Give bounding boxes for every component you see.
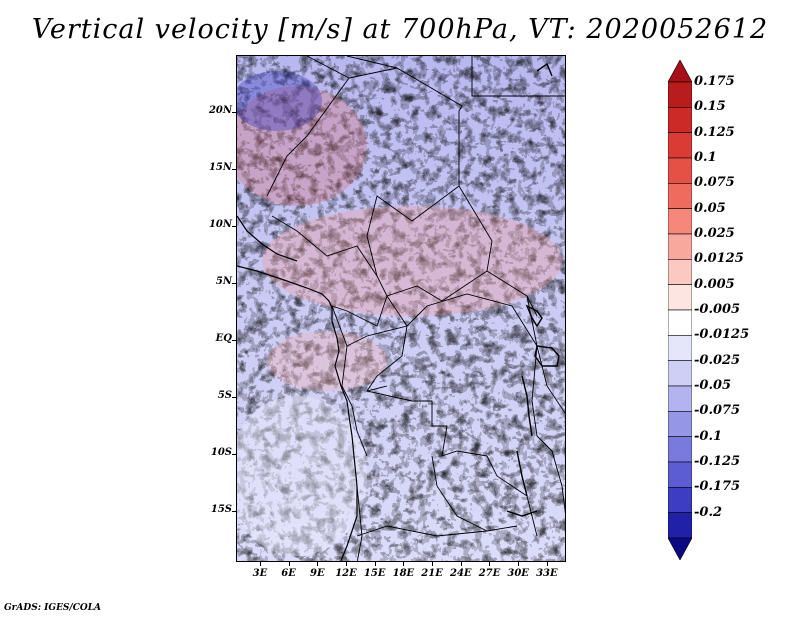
lat-tick-mark (232, 111, 236, 113)
lat-tick-mark (232, 282, 236, 284)
lon-tick-mark (288, 562, 290, 566)
colorbar-swatch (668, 233, 692, 260)
lon-tick-mark (546, 562, 548, 566)
lat-tick-label: 5N (215, 275, 232, 287)
colorbar-swatch (668, 537, 692, 560)
lon-tick-mark (432, 562, 434, 566)
lon-tick-label: 9E (310, 568, 325, 579)
lon-tick-mark (403, 562, 405, 566)
colorbar-label: -0.025 (694, 352, 741, 368)
colorbar-swatch (668, 157, 692, 184)
lon-tick-label: 12E (335, 568, 357, 579)
lon-tick-mark (518, 562, 520, 566)
lon-tick-label: 24E (450, 568, 472, 579)
colorbar-label: -0.2 (694, 504, 723, 520)
colorbar-label: -0.175 (694, 479, 741, 495)
lon-tick-label: 27E (478, 568, 501, 579)
colorbar-swatch (668, 487, 692, 513)
colorbar-swatch (668, 436, 692, 463)
colorbar-label: -0.1 (694, 428, 723, 444)
colorbar-label: 0.075 (694, 175, 735, 191)
colorbar-label: -0.0125 (694, 327, 750, 343)
colorbar-swatch (668, 107, 692, 133)
colorbar-label: 0.125 (694, 124, 735, 140)
lat-tick-mark (232, 225, 236, 227)
lon-tick-mark (317, 562, 319, 566)
lon-tick-label: 21E (421, 568, 443, 579)
colorbar-swatch (668, 259, 692, 285)
colorbar-swatch (668, 512, 692, 539)
map-panel[interactable] (236, 55, 566, 562)
colorbar-label: 0.0125 (694, 251, 744, 267)
colorbar-label: 0.025 (694, 226, 735, 241)
lat-tick-mark (232, 453, 236, 455)
lat-tick-mark (232, 396, 236, 398)
colorbar-swatch (668, 411, 692, 437)
lon-tick-label: 30E (507, 568, 529, 579)
colorbar-label: -0.075 (694, 403, 741, 419)
lat-tick-label: EQ (215, 332, 232, 344)
lat-tick-mark (232, 168, 236, 170)
lat-tick-label: 5S (217, 389, 232, 401)
colorbar-swatch (668, 309, 692, 336)
chart-title: Vertical velocity [m/s] at 700hPa, VT: 2… (31, 14, 769, 45)
lat-tick-label: 20N (208, 104, 232, 116)
lat-tick-mark (232, 510, 236, 512)
colorbar-label: -0.125 (694, 454, 741, 469)
lon-tick-label: 3E (252, 568, 268, 579)
colorbar-swatch (668, 132, 692, 159)
lat-tick-label: 15N (208, 161, 232, 173)
colorbar-label: 0.15 (694, 99, 726, 115)
colorbar-swatch (668, 81, 692, 108)
lon-tick-mark (346, 562, 347, 566)
lon-tick-label: 18E (392, 568, 415, 579)
lon-tick-label: 6E (281, 568, 296, 579)
colorbar-swatch (668, 335, 692, 361)
colorbar-swatch (668, 284, 692, 311)
lat-tick-label: 10S (210, 446, 232, 458)
colorbar-label: -0.05 (694, 378, 732, 393)
lat-tick-label: 15S (210, 503, 232, 515)
lon-tick-mark (489, 562, 491, 566)
lat-tick-mark (232, 339, 236, 341)
lon-tick-label: 15E (363, 568, 386, 579)
lon-tick-mark (374, 562, 376, 566)
colorbar-label: 0.175 (694, 74, 735, 89)
colorbar-label: 0.1 (694, 150, 717, 165)
colorbar (668, 60, 692, 560)
colorbar-swatch (668, 461, 692, 488)
colorbar-swatch (668, 360, 692, 387)
coastlines (237, 62, 560, 561)
colorbar-swatch (668, 208, 692, 235)
colorbar-swatch (668, 60, 692, 83)
lon-tick-label: 33E (536, 568, 558, 579)
colorbar-label: -0.005 (694, 302, 741, 317)
lat-tick-label: 10N (208, 218, 232, 230)
footer-credit: GrADS: IGES/COLA (4, 603, 102, 613)
country-borders (266, 56, 565, 561)
colorbar-label: 0.005 (694, 276, 735, 292)
map-svg (237, 56, 565, 561)
lon-tick-mark (460, 562, 462, 566)
colorbar-swatch (668, 183, 692, 209)
colorbar-swatch (668, 385, 692, 412)
colorbar-label: 0.05 (694, 200, 726, 216)
lon-tick-mark (259, 562, 261, 566)
vertical-velocity-field (237, 56, 565, 561)
